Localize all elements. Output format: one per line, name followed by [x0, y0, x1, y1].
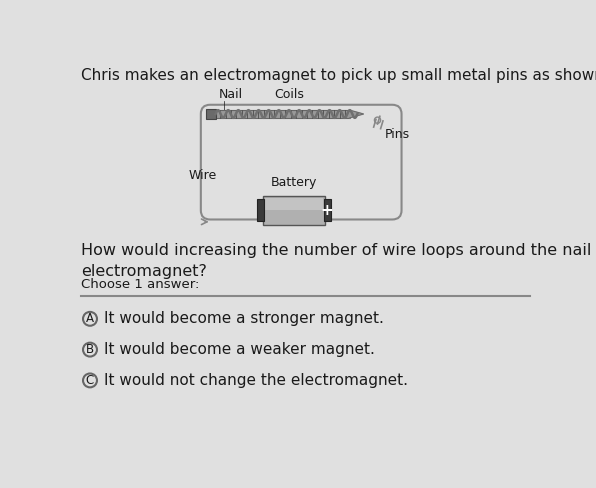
- Text: Pins: Pins: [384, 128, 409, 141]
- Text: It would become a weaker magnet.: It would become a weaker magnet.: [104, 342, 375, 357]
- Text: B: B: [86, 343, 94, 356]
- Bar: [257, 200, 265, 221]
- Text: It would not change the electromagnet.: It would not change the electromagnet.: [104, 373, 408, 388]
- Text: +: +: [321, 203, 334, 218]
- Bar: [324, 200, 331, 221]
- Polygon shape: [350, 110, 364, 118]
- Bar: [206, 109, 216, 120]
- Text: Coils: Coils: [274, 88, 305, 101]
- Text: Nail: Nail: [219, 88, 243, 101]
- Text: How would increasing the number of wire loops around the nail affect the
electro: How would increasing the number of wire …: [80, 244, 596, 279]
- Text: A: A: [86, 312, 94, 325]
- Bar: [212, 110, 350, 118]
- Bar: [263, 196, 325, 225]
- Text: It would become a stronger magnet.: It would become a stronger magnet.: [104, 311, 384, 326]
- Text: Choose 1 answer:: Choose 1 answer:: [80, 278, 199, 291]
- Text: Chris makes an electromagnet to pick up small metal pins as shown below.: Chris makes an electromagnet to pick up …: [80, 68, 596, 83]
- Text: C: C: [86, 374, 94, 387]
- Text: Wire: Wire: [188, 169, 217, 182]
- Text: Battery: Battery: [271, 177, 317, 189]
- Bar: [265, 198, 322, 210]
